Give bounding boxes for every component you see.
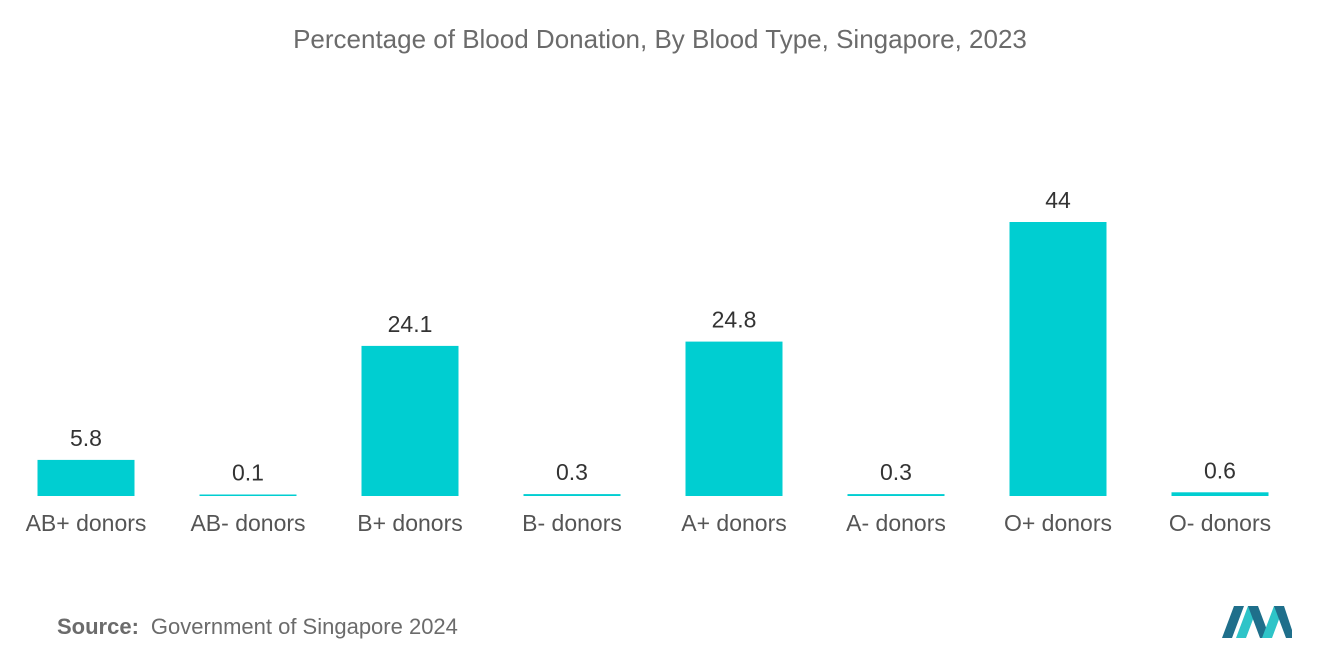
- category-label: A- donors: [846, 510, 946, 536]
- value-labels-layer: 5.8 0.1 24.1 0.3 24.8 0.3 44 0.6: [70, 187, 1236, 486]
- bar-o-neg-donors: [1171, 492, 1269, 496]
- brand-logo-icon: [1222, 606, 1292, 638]
- value-label: 24.1: [388, 311, 433, 337]
- category-label: O- donors: [1169, 510, 1271, 536]
- source-note: Source: Government of Singapore 2024: [57, 614, 458, 640]
- source-text: Government of Singapore 2024: [150, 614, 458, 639]
- chart-title: Percentage of Blood Donation, By Blood T…: [293, 24, 1027, 54]
- category-label: AB+ donors: [26, 510, 147, 536]
- value-label: 0.3: [880, 459, 912, 485]
- category-label: O+ donors: [1004, 510, 1112, 536]
- value-label: 44: [1045, 187, 1071, 213]
- bar-a-pos-donors: [685, 341, 783, 496]
- category-label: A+ donors: [681, 510, 787, 536]
- category-label: B- donors: [522, 510, 622, 536]
- bar-ab-pos-donors: [37, 459, 135, 496]
- bar-b-pos-donors: [361, 345, 459, 496]
- bar-ab-neg-donors: [199, 494, 297, 496]
- value-label: 0.1: [232, 460, 264, 486]
- value-label: 0.6: [1204, 457, 1236, 483]
- bars-layer: [37, 222, 1269, 496]
- bar-b-neg-donors: [523, 494, 621, 496]
- source-label: Source:: [57, 614, 139, 639]
- value-label: 24.8: [712, 307, 757, 333]
- category-labels-layer: AB+ donors AB- donors B+ donors B- donors A+…: [26, 510, 1272, 536]
- category-label: AB- donors: [190, 510, 305, 536]
- bar-o-pos-donors: [1009, 222, 1107, 496]
- value-label: 5.8: [70, 425, 102, 451]
- value-label: 0.3: [556, 459, 588, 485]
- category-label: B+ donors: [357, 510, 463, 536]
- bar-a-neg-donors: [847, 494, 945, 496]
